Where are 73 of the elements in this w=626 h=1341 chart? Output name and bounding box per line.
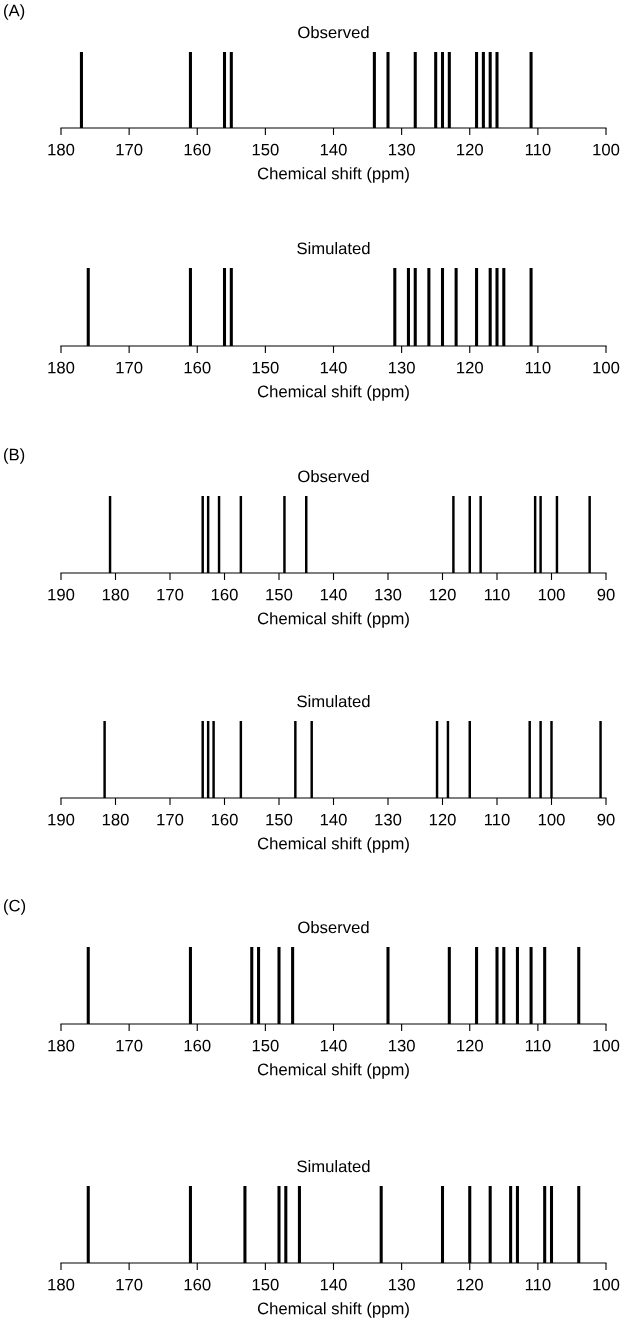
x-tick-label: 160 <box>184 1039 211 1052</box>
x-tick-label: 130 <box>388 1278 415 1291</box>
x-tick-label: 160 <box>184 1278 211 1291</box>
x-tick-label: 170 <box>116 361 143 374</box>
x-axis-title: Chemical shift (ppm) <box>257 1302 409 1318</box>
x-tick-label: 130 <box>375 813 402 826</box>
x-tick-label: 160 <box>211 588 238 601</box>
chart-title: Observed <box>298 26 369 39</box>
x-tick-label: 190 <box>48 813 75 826</box>
x-tick-label: 110 <box>484 813 510 826</box>
x-tick-label: 130 <box>388 361 415 374</box>
x-tick-label: 180 <box>48 361 75 374</box>
x-tick-label: 110 <box>525 1039 551 1052</box>
chart-title: Observed <box>298 921 369 934</box>
x-tick-label: 150 <box>266 813 293 826</box>
x-tick-label: 140 <box>320 588 347 601</box>
x-tick-label: 160 <box>211 813 238 826</box>
x-tick-label: 110 <box>525 361 551 374</box>
chart-title: Simulated <box>297 242 370 255</box>
x-tick-label: 140 <box>320 813 347 826</box>
x-tick-label: 180 <box>102 813 129 826</box>
x-tick-label: 160 <box>184 361 211 374</box>
x-tick-label: 130 <box>375 588 402 601</box>
x-tick-label: 120 <box>457 143 483 156</box>
x-tick-label: 110 <box>484 588 510 601</box>
x-tick-label: 110 <box>525 1278 551 1291</box>
x-tick-label: 150 <box>266 588 293 601</box>
x-tick-label: 120 <box>457 361 483 374</box>
x-tick-label: 140 <box>320 361 347 374</box>
x-tick-label: 150 <box>252 1278 279 1291</box>
x-axis-title: Chemical shift (ppm) <box>257 837 409 853</box>
x-tick-label: 150 <box>252 1039 279 1052</box>
x-tick-label: 100 <box>593 1278 620 1291</box>
x-tick-label: 180 <box>48 1039 75 1052</box>
chart-title: Observed <box>298 470 369 483</box>
x-tick-label: 120 <box>457 1278 483 1291</box>
x-tick-label: 140 <box>320 1039 347 1052</box>
x-tick-label: 180 <box>102 588 129 601</box>
x-axis-title: Chemical shift (ppm) <box>257 612 409 628</box>
x-tick-label: 100 <box>538 813 565 826</box>
text: (A) <box>4 4 25 20</box>
x-axis-title: Chemical shift (ppm) <box>257 385 409 401</box>
x-tick-label: 120 <box>429 588 456 601</box>
x-tick-label: 140 <box>320 1278 347 1291</box>
x-tick-label: 150 <box>252 361 279 374</box>
chart-title: Simulated <box>297 1160 370 1173</box>
x-axis-title: Chemical shift (ppm) <box>257 1063 409 1079</box>
x-tick-label: 140 <box>320 143 347 156</box>
x-axis-title: Chemical shift (ppm) <box>257 167 409 183</box>
x-tick-label: 130 <box>388 1039 415 1052</box>
x-tick-label: 100 <box>593 361 620 374</box>
text: (C) <box>4 899 26 915</box>
x-tick-label: 120 <box>457 1039 483 1052</box>
x-tick-label: 180 <box>48 1278 75 1291</box>
x-tick-label: 160 <box>184 143 211 156</box>
x-tick-label: 100 <box>593 1039 620 1052</box>
x-tick-label: 100 <box>538 588 565 601</box>
x-tick-label: 170 <box>116 1278 143 1291</box>
x-tick-label: 180 <box>48 143 75 156</box>
x-tick-label: 110 <box>525 143 551 156</box>
x-tick-label: 170 <box>157 588 184 601</box>
x-tick-label: 100 <box>593 143 620 156</box>
x-tick-label: 130 <box>388 143 415 156</box>
chart-title: Simulated <box>297 695 370 708</box>
x-tick-label: 170 <box>157 813 184 826</box>
x-tick-label: 170 <box>116 1039 143 1052</box>
x-tick-label: 190 <box>48 588 75 601</box>
x-tick-label: 170 <box>116 143 143 156</box>
x-tick-label: 90 <box>597 588 615 601</box>
x-tick-label: 90 <box>597 813 615 826</box>
text: (B) <box>4 448 25 464</box>
x-tick-label: 120 <box>429 813 456 826</box>
x-tick-label: 150 <box>252 143 279 156</box>
